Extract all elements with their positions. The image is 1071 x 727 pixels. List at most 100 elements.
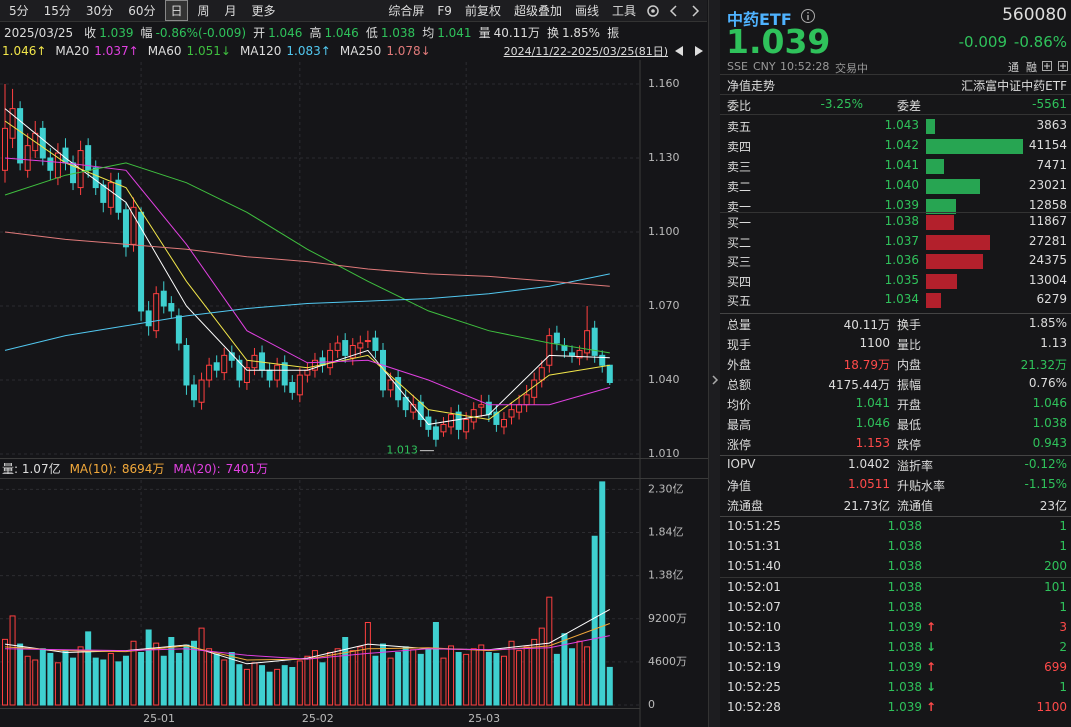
book-label: 买二 xyxy=(727,235,752,250)
period-tab[interactable]: 日 xyxy=(165,0,188,21)
book-label: 卖四 xyxy=(727,140,752,154)
stat-value: 1.153 xyxy=(855,436,890,450)
tool-button[interactable]: 超级叠加 xyxy=(513,4,562,18)
volume-bar xyxy=(425,648,432,706)
gear-icon[interactable] xyxy=(645,4,661,18)
y-tick-label: 1.010 xyxy=(648,447,680,460)
candle-body xyxy=(221,354,228,374)
book-volume: 11867 xyxy=(1028,214,1067,228)
candle-body xyxy=(470,409,477,423)
tool-button[interactable]: 前复权 xyxy=(464,4,501,18)
quote-value: 1.041 xyxy=(437,25,472,40)
y-tick-label: 1.070 xyxy=(648,299,680,312)
tool-button[interactable]: 画线 xyxy=(574,4,599,18)
quote-label: 振 xyxy=(607,26,620,40)
volume-bar xyxy=(251,662,258,706)
volume-bar xyxy=(599,481,606,706)
divider xyxy=(720,516,1071,517)
next-icon[interactable] xyxy=(687,4,703,18)
stat-label: 最高 xyxy=(727,418,752,432)
candle-body xyxy=(153,293,160,332)
tool-button[interactable]: 综合屏 xyxy=(388,4,425,18)
ma-value: 1.037↑ xyxy=(94,44,139,58)
trade-volume: 1 xyxy=(1059,680,1067,694)
candle-body xyxy=(372,337,379,351)
stat-label: 换手 xyxy=(897,318,922,332)
volume-bar xyxy=(168,637,175,706)
volume-bar xyxy=(281,665,288,706)
y-tick-label: 1.38亿 xyxy=(648,569,684,582)
collapse-icon[interactable] xyxy=(710,374,720,386)
plus-icon[interactable] xyxy=(1058,61,1068,71)
volume-bar xyxy=(606,666,613,706)
candle-body xyxy=(304,369,311,376)
ma-name: MA60 xyxy=(147,44,182,58)
tool-button[interactable]: F9 xyxy=(437,3,452,18)
y-tick-label: 1.130 xyxy=(648,151,680,164)
chart-bg xyxy=(0,0,708,727)
prev-icon[interactable] xyxy=(666,4,682,18)
trade-price: 1.038 xyxy=(887,539,922,553)
volume-bar xyxy=(372,655,379,706)
candle-body xyxy=(334,342,341,351)
period-tab[interactable]: 更多 xyxy=(251,4,276,18)
book-price: 1.039 xyxy=(884,198,919,212)
ma-name: MA250 xyxy=(339,44,382,58)
candle-body xyxy=(576,349,583,359)
ma-legend: 1.046↑ MA20 1.037↑ MA60 1.051↓ MA120 1.083↑ MA2… xyxy=(0,42,709,60)
volume-bar xyxy=(145,629,152,706)
candle-body xyxy=(236,359,243,381)
plus-icon[interactable] xyxy=(1042,61,1052,71)
volume-bar xyxy=(236,664,243,706)
stat-label: 涨停 xyxy=(727,438,752,452)
quote-label: 高 xyxy=(309,26,322,40)
badge: 通 xyxy=(1008,61,1019,74)
period-tab[interactable]: 月 xyxy=(224,4,237,18)
trade-volume: 1 xyxy=(1059,539,1067,553)
trade-volume: 1 xyxy=(1059,600,1067,614)
candle-body xyxy=(364,340,371,343)
quote-value: 1.039 xyxy=(99,25,134,40)
quote-value: 1.046 xyxy=(324,25,359,40)
volume-bar xyxy=(160,655,167,706)
candle-body xyxy=(39,127,46,159)
volume-bar xyxy=(70,657,77,706)
book-volume: 7471 xyxy=(1036,158,1067,172)
period-tab[interactable]: 15分 xyxy=(43,4,71,18)
stat-label: 均价 xyxy=(727,398,752,412)
ma-line xyxy=(4,635,610,660)
period-tab[interactable]: 60分 xyxy=(128,4,156,18)
stat-value: 1.038 xyxy=(1032,416,1067,430)
period-tab[interactable]: 周 xyxy=(197,4,210,18)
volume-bar xyxy=(39,648,46,706)
trade-volume: 3 xyxy=(1059,620,1067,634)
volume-bar xyxy=(92,657,99,706)
volume-bar xyxy=(357,646,364,706)
candle-body xyxy=(274,364,281,381)
volume-label: 量: 1.07亿 xyxy=(2,462,61,476)
date-range[interactable]: 2024/11/22-2025/03/25(81日) xyxy=(503,45,668,58)
quote-value: 1.046 xyxy=(268,25,303,40)
trade-arrow: ↓ xyxy=(926,680,937,694)
period-tab[interactable]: 30分 xyxy=(85,4,114,18)
ma-value: 1.046↑ xyxy=(2,44,47,58)
nav-link[interactable]: 净值走势 xyxy=(727,79,776,93)
candle-body xyxy=(175,315,182,344)
candle-body xyxy=(198,379,205,403)
ma-line xyxy=(4,273,610,351)
book-price: 1.042 xyxy=(884,138,919,152)
range-arrows[interactable] xyxy=(673,45,709,57)
period-tab[interactable]: 5分 xyxy=(9,4,29,18)
info-icon[interactable] xyxy=(800,8,816,24)
trade-arrow: ↑ xyxy=(926,700,937,714)
book-price: 1.041 xyxy=(884,158,919,172)
quote-bar: 2025/03/25 收 1.039 幅 -0.86%(-0.009) 开 1.046 高 1.… xyxy=(0,23,619,42)
book-label: 买四 xyxy=(727,274,752,289)
book-volume: 12858 xyxy=(1028,198,1067,212)
stat-label: 最低 xyxy=(897,418,922,432)
volume-bar xyxy=(387,657,394,706)
book-price: 1.037 xyxy=(884,233,919,248)
volume-bar xyxy=(175,652,182,706)
tool-button[interactable]: 工具 xyxy=(611,4,636,18)
volume-bar xyxy=(24,655,31,706)
